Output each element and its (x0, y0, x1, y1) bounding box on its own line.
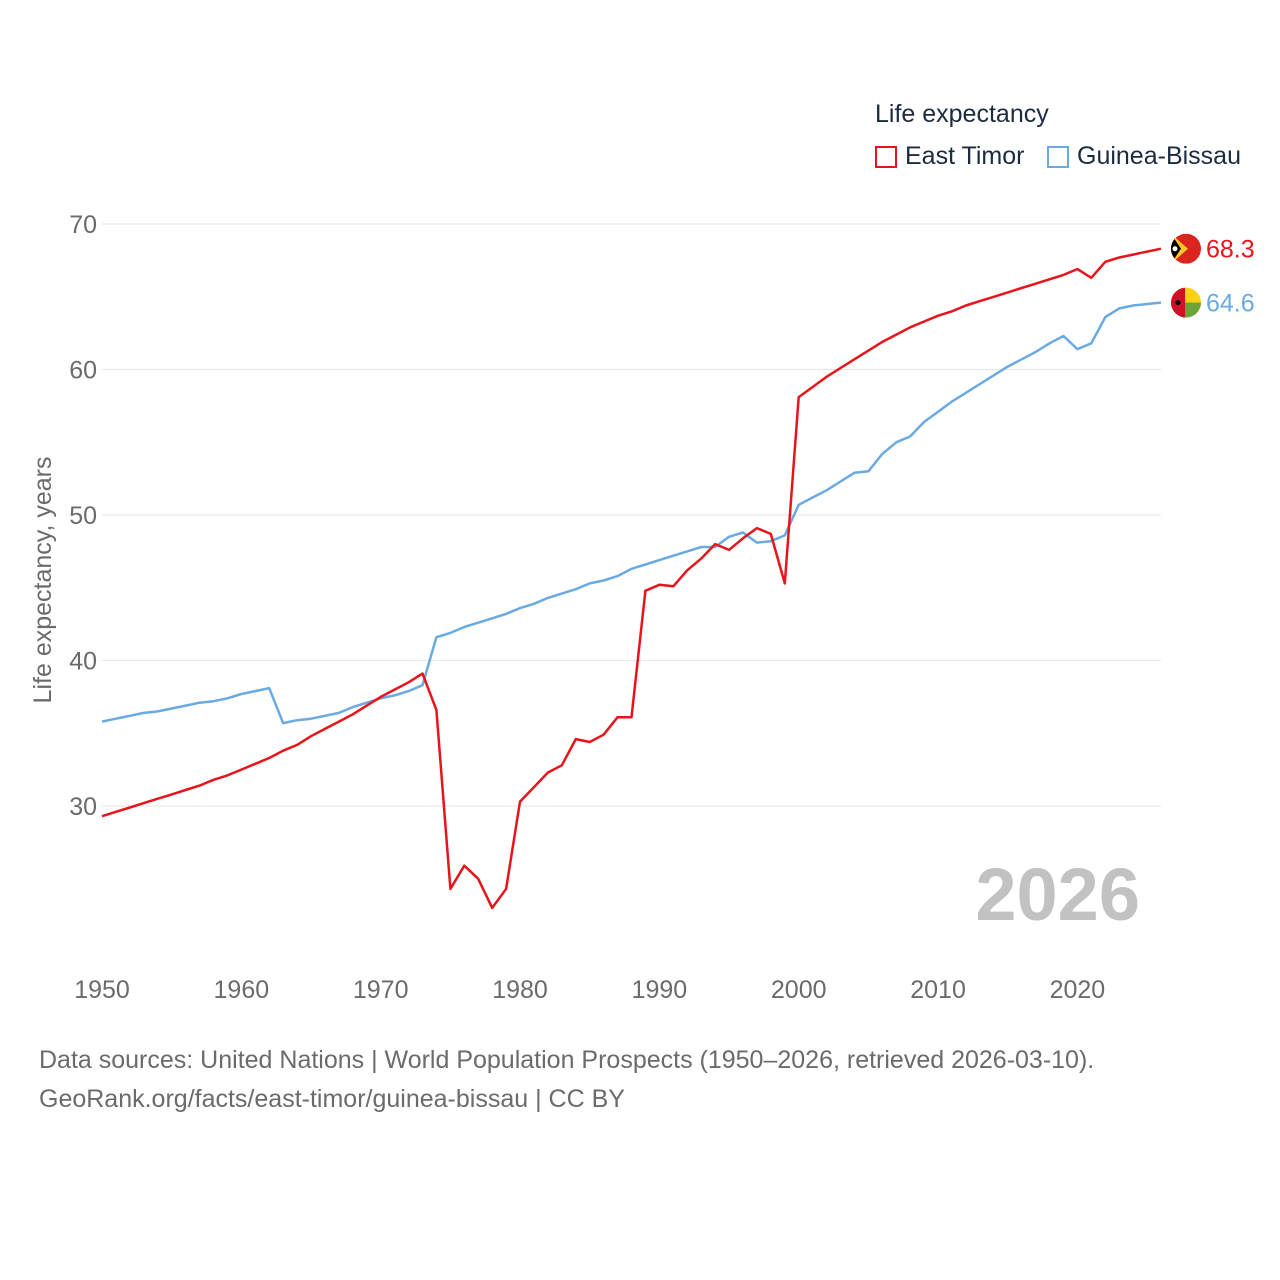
x-tick-label: 2000 (771, 976, 827, 1004)
x-tick-label: 2010 (910, 976, 966, 1004)
y-tick-label: 30 (69, 793, 97, 821)
source-url[interactable]: GeoRank.org/facts/east-timor/guinea-biss… (39, 1085, 625, 1113)
legend-label-guinea-bissau: Guinea-Bissau (1077, 142, 1241, 170)
east-timor-flag (1171, 233, 1201, 264)
guinea-bissau-flag (1171, 287, 1201, 318)
x-tick-label: 2020 (1050, 976, 1106, 1004)
x-tick-label: 1990 (632, 976, 688, 1004)
x-tick-label: 1950 (74, 976, 130, 1004)
end-value-label-guinea-bissau: 64.6 (1206, 290, 1255, 318)
legend-item-guinea-bissau[interactable]: Guinea-Bissau (1047, 142, 1241, 171)
x-tick-label: 1980 (492, 976, 548, 1004)
data-source-note: Data sources: United Nations | World Pop… (39, 1046, 1095, 1074)
legend-swatch-guinea-bissau (1047, 145, 1069, 168)
legend-item-east-timor[interactable]: East Timor (875, 142, 1024, 171)
year-label: 2026 (975, 853, 1140, 936)
legend-title: Life expectancy (875, 100, 1049, 128)
legend-swatch-east-timor (875, 145, 897, 168)
series-line-guinea-bissau (101, 301, 1162, 725)
y-tick-label: 70 (69, 211, 97, 239)
y-axis-label: Life expectancy, years (29, 457, 57, 704)
legend-label-east-timor: East Timor (905, 142, 1025, 170)
end-value-label-east-timor: 68.3 (1206, 236, 1255, 264)
series-line-east-timor (101, 247, 1162, 910)
x-tick-label: 1970 (353, 976, 409, 1004)
y-tick-label: 50 (69, 502, 97, 530)
x-tick-label: 1960 (214, 976, 270, 1004)
y-tick-label: 40 (69, 648, 97, 676)
y-tick-label: 60 (69, 357, 97, 385)
